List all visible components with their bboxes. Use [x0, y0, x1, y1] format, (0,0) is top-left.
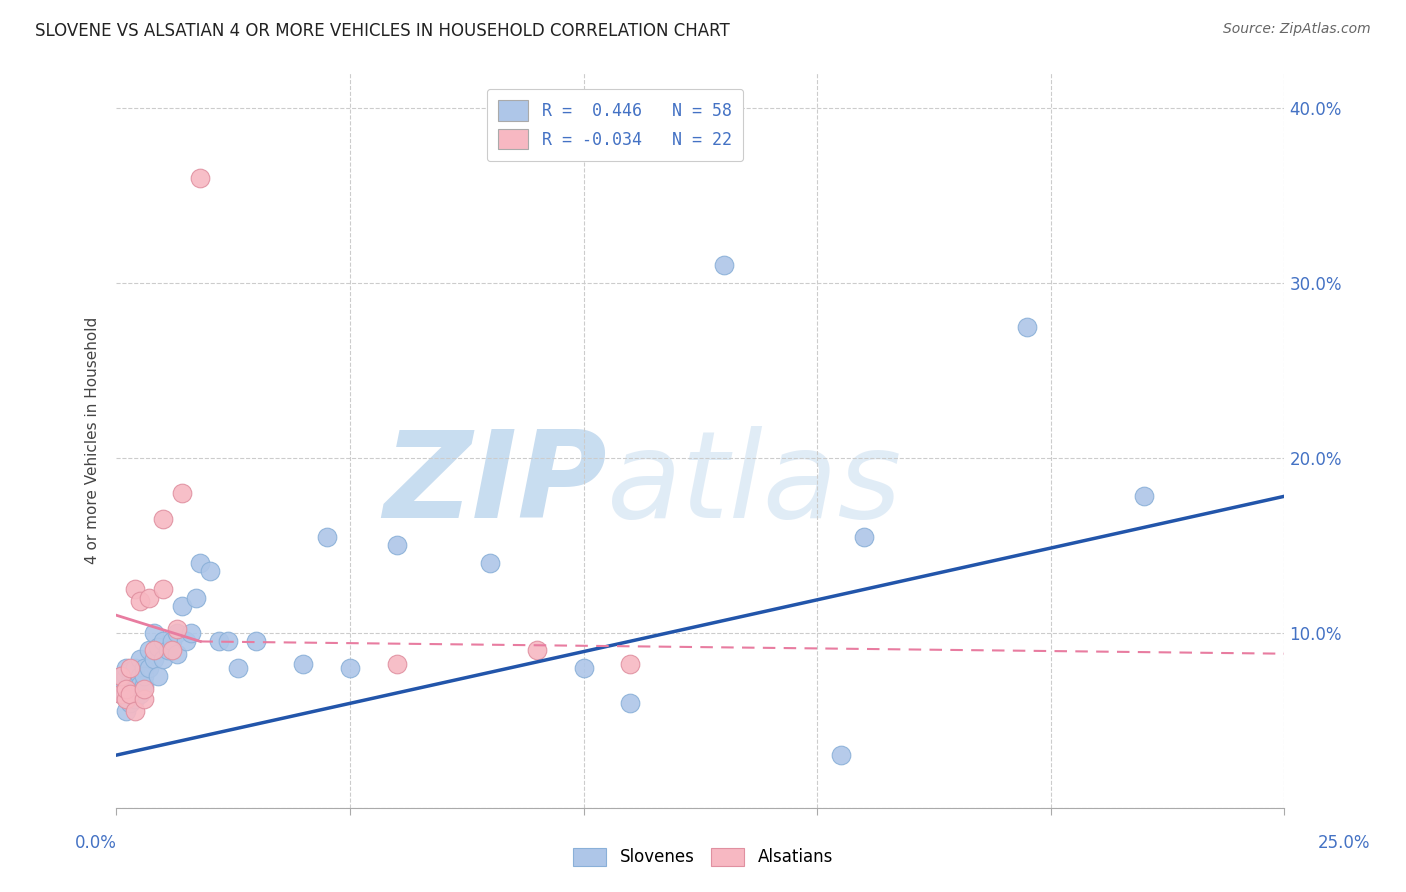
- Legend: R =  0.446   N = 58, R = -0.034   N = 22: R = 0.446 N = 58, R = -0.034 N = 22: [486, 88, 744, 161]
- Point: [120, 687, 142, 701]
- Point: [120, 674, 142, 689]
- Point: [184, 591, 207, 605]
- Point: [152, 652, 174, 666]
- Point: [148, 669, 170, 683]
- Point: [128, 594, 150, 608]
- Point: [339, 661, 361, 675]
- Point: [114, 669, 136, 683]
- Y-axis label: 4 or more Vehicles in Household: 4 or more Vehicles in Household: [86, 317, 100, 564]
- Point: [245, 634, 267, 648]
- Point: [830, 748, 852, 763]
- Point: [124, 669, 146, 683]
- Point: [385, 657, 408, 672]
- Point: [180, 625, 202, 640]
- Point: [134, 692, 156, 706]
- Point: [142, 625, 165, 640]
- Point: [124, 692, 146, 706]
- Point: [526, 643, 548, 657]
- Point: [385, 538, 408, 552]
- Point: [114, 678, 136, 692]
- Point: [128, 687, 150, 701]
- Point: [110, 687, 132, 701]
- Point: [156, 643, 179, 657]
- Text: Source: ZipAtlas.com: Source: ZipAtlas.com: [1223, 22, 1371, 37]
- Point: [120, 687, 142, 701]
- Point: [120, 696, 142, 710]
- Point: [124, 681, 146, 696]
- Point: [166, 625, 188, 640]
- Point: [170, 485, 193, 500]
- Text: SLOVENE VS ALSATIAN 4 OR MORE VEHICLES IN HOUSEHOLD CORRELATION CHART: SLOVENE VS ALSATIAN 4 OR MORE VEHICLES I…: [35, 22, 730, 40]
- Point: [114, 705, 136, 719]
- Legend: Slovenes, Alsatians: Slovenes, Alsatians: [567, 841, 839, 873]
- Point: [120, 661, 142, 675]
- Point: [713, 259, 735, 273]
- Point: [142, 643, 165, 657]
- Point: [134, 669, 156, 683]
- Point: [134, 661, 156, 675]
- Point: [114, 681, 136, 696]
- Point: [619, 657, 641, 672]
- Point: [110, 669, 132, 683]
- Point: [292, 657, 315, 672]
- Point: [226, 661, 249, 675]
- Point: [124, 661, 146, 675]
- Point: [152, 582, 174, 596]
- Point: [162, 643, 184, 657]
- Point: [162, 634, 184, 648]
- Point: [134, 681, 156, 696]
- Point: [110, 687, 132, 701]
- Text: 0.0%: 0.0%: [75, 834, 117, 852]
- Point: [114, 687, 136, 701]
- Point: [110, 678, 132, 692]
- Point: [198, 565, 221, 579]
- Point: [148, 640, 170, 654]
- Point: [128, 678, 150, 692]
- Point: [166, 622, 188, 636]
- Point: [152, 634, 174, 648]
- Point: [315, 529, 337, 543]
- Text: ZIP: ZIP: [384, 425, 607, 543]
- Point: [138, 591, 160, 605]
- Point: [110, 669, 132, 683]
- Point: [208, 634, 231, 648]
- Point: [166, 647, 188, 661]
- Point: [138, 643, 160, 657]
- Point: [176, 634, 198, 648]
- Point: [190, 556, 212, 570]
- Point: [572, 661, 595, 675]
- Point: [120, 664, 142, 678]
- Point: [124, 705, 146, 719]
- Text: 25.0%: 25.0%: [1317, 834, 1371, 852]
- Point: [217, 634, 239, 648]
- Point: [142, 652, 165, 666]
- Point: [852, 529, 875, 543]
- Point: [190, 170, 212, 185]
- Point: [114, 692, 136, 706]
- Point: [134, 678, 156, 692]
- Point: [152, 512, 174, 526]
- Point: [128, 669, 150, 683]
- Point: [114, 661, 136, 675]
- Point: [138, 661, 160, 675]
- Text: atlas: atlas: [607, 425, 903, 543]
- Point: [124, 582, 146, 596]
- Point: [128, 652, 150, 666]
- Point: [170, 599, 193, 614]
- Point: [1017, 319, 1039, 334]
- Point: [120, 678, 142, 692]
- Point: [619, 696, 641, 710]
- Point: [1133, 489, 1156, 503]
- Point: [479, 556, 502, 570]
